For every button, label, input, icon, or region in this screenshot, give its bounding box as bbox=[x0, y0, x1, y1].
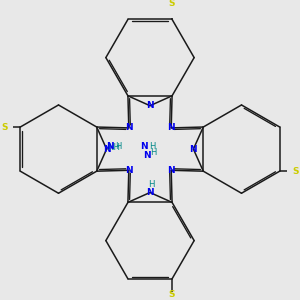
Text: N: N bbox=[167, 123, 175, 132]
Text: N: N bbox=[167, 166, 175, 175]
Text: H: H bbox=[149, 142, 155, 151]
Text: N: N bbox=[143, 151, 150, 160]
Text: S: S bbox=[169, 0, 175, 8]
Text: N: N bbox=[190, 145, 197, 154]
Text: N: N bbox=[146, 101, 154, 110]
Text: N: N bbox=[103, 145, 110, 154]
Text: S: S bbox=[1, 122, 8, 131]
Text: N: N bbox=[125, 123, 133, 132]
Text: NH: NH bbox=[107, 143, 120, 152]
Text: N: N bbox=[125, 166, 133, 175]
Text: N: N bbox=[106, 142, 114, 151]
Text: N: N bbox=[140, 142, 148, 151]
Text: H: H bbox=[116, 142, 122, 151]
Text: N: N bbox=[146, 188, 154, 197]
Text: H: H bbox=[150, 148, 156, 157]
Text: S: S bbox=[292, 167, 299, 176]
Text: S: S bbox=[169, 290, 175, 299]
Text: H: H bbox=[148, 180, 154, 189]
